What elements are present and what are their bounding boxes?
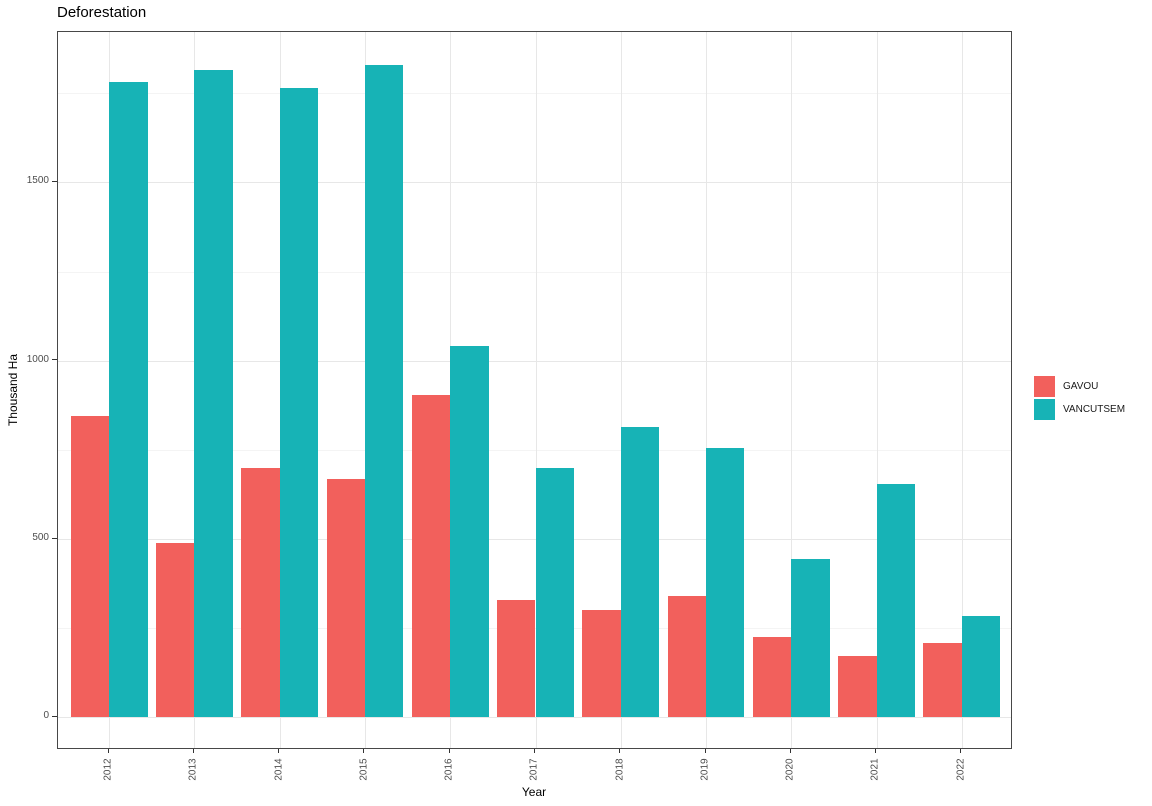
x-tick-2017 <box>534 749 535 753</box>
x-tick-label-text-2022: 2022 <box>955 757 967 781</box>
gridline-x-2018 <box>620 32 622 748</box>
bar-vancutsem-2021 <box>876 483 915 718</box>
bar-vancutsem-2013 <box>194 69 233 718</box>
x-tick-label-text-2013: 2013 <box>187 757 199 781</box>
x-tick-label-text-2019: 2019 <box>699 757 711 781</box>
x-tick-2018 <box>619 749 621 753</box>
bar-vancutsem-2022 <box>961 615 1001 718</box>
x-tick-label-2012: 2012 <box>91 751 125 787</box>
bar-gavou-2019 <box>667 596 707 718</box>
legend-label-gavou: GAVOU <box>1063 381 1099 392</box>
gridline-x-2022 <box>961 32 963 748</box>
legend-swatch-gavou <box>1034 376 1055 397</box>
bar-gavou-2018 <box>582 610 621 718</box>
x-tick-label-2016: 2016 <box>432 751 466 787</box>
bar-gavou-2017 <box>497 599 536 718</box>
x-tick-2012 <box>107 749 109 753</box>
bar-gavou-2015 <box>326 479 365 718</box>
x-tick-label-2017: 2017 <box>518 751 552 787</box>
gridline-minor-750 <box>58 449 1011 451</box>
x-tick-2022 <box>960 749 962 753</box>
gridline-major-500 <box>58 539 1011 541</box>
x-tick-label-text-2016: 2016 <box>443 757 455 781</box>
gridline-minor-1250 <box>58 271 1011 273</box>
plot-panel <box>57 31 1012 749</box>
bar-vancutsem-2015 <box>364 64 404 718</box>
bar-vancutsem-2018 <box>620 426 660 718</box>
gridline-x-2021 <box>876 32 878 748</box>
y-axis-title: Thousand Ha <box>0 31 26 749</box>
bar-gavou-2022 <box>923 643 962 718</box>
x-tick-label-2019: 2019 <box>688 751 722 787</box>
x-tick-label-2013: 2013 <box>176 751 210 787</box>
bar-gavou-2016 <box>411 394 451 718</box>
x-tick-label-2021: 2021 <box>859 751 893 787</box>
bar-vancutsem-2017 <box>535 467 574 718</box>
x-tick-2019 <box>704 749 706 753</box>
x-tick-label-text-2014: 2014 <box>273 757 285 781</box>
x-tick-label-text-2020: 2020 <box>784 757 796 781</box>
bar-gavou-2014 <box>241 467 280 718</box>
x-tick-2014 <box>278 749 280 753</box>
x-tick-label-2015: 2015 <box>347 751 381 787</box>
x-tick-2015 <box>363 749 365 753</box>
gridline-major-1000 <box>58 360 1011 362</box>
gridline-x-2019 <box>706 32 708 748</box>
bar-vancutsem-2020 <box>791 558 830 718</box>
gridline-x-2017 <box>535 32 537 748</box>
x-tick-label-2018: 2018 <box>603 751 637 787</box>
bar-gavou-2013 <box>156 542 195 718</box>
x-tick-label-text-2015: 2015 <box>358 757 370 781</box>
legend-item-vancutsem: VANCUTSEM <box>1034 399 1125 420</box>
x-tick-label-text-2018: 2018 <box>614 757 626 781</box>
x-tick-2013 <box>192 749 194 753</box>
x-tick-label-2022: 2022 <box>944 751 978 787</box>
legend-label-vancutsem: VANCUTSEM <box>1063 404 1126 415</box>
y-axis-title-text: Thousand Ha <box>6 353 21 427</box>
x-tick-2020 <box>789 749 791 753</box>
bar-vancutsem-2012 <box>109 82 148 718</box>
gridline-major-1500 <box>58 182 1011 184</box>
x-tick-label-2020: 2020 <box>773 751 807 787</box>
bar-vancutsem-2019 <box>706 448 745 718</box>
gridline-x-2020 <box>791 32 793 748</box>
bar-vancutsem-2016 <box>450 346 489 718</box>
legend: GAVOU VANCUTSEM <box>1034 376 1125 422</box>
bar-gavou-2020 <box>752 637 792 718</box>
bar-vancutsem-2014 <box>279 87 319 718</box>
gridline-minor-1750 <box>58 93 1011 95</box>
x-tick-label-2014: 2014 <box>262 751 296 787</box>
x-tick-label-text-2021: 2021 <box>870 757 882 781</box>
x-axis-title: Year <box>521 785 547 799</box>
chart-title: Deforestation <box>57 4 147 21</box>
legend-item-gavou: GAVOU <box>1034 376 1125 397</box>
bar-gavou-2012 <box>70 415 110 718</box>
gridline-major-0 <box>58 717 1011 719</box>
x-tick-label-text-2017: 2017 <box>529 757 540 781</box>
legend-swatch-vancutsem <box>1034 399 1055 420</box>
x-tick-label-text-2012: 2012 <box>102 757 114 781</box>
x-tick-2016 <box>448 749 450 753</box>
bar-gavou-2021 <box>838 655 877 718</box>
x-tick-2021 <box>875 749 877 753</box>
